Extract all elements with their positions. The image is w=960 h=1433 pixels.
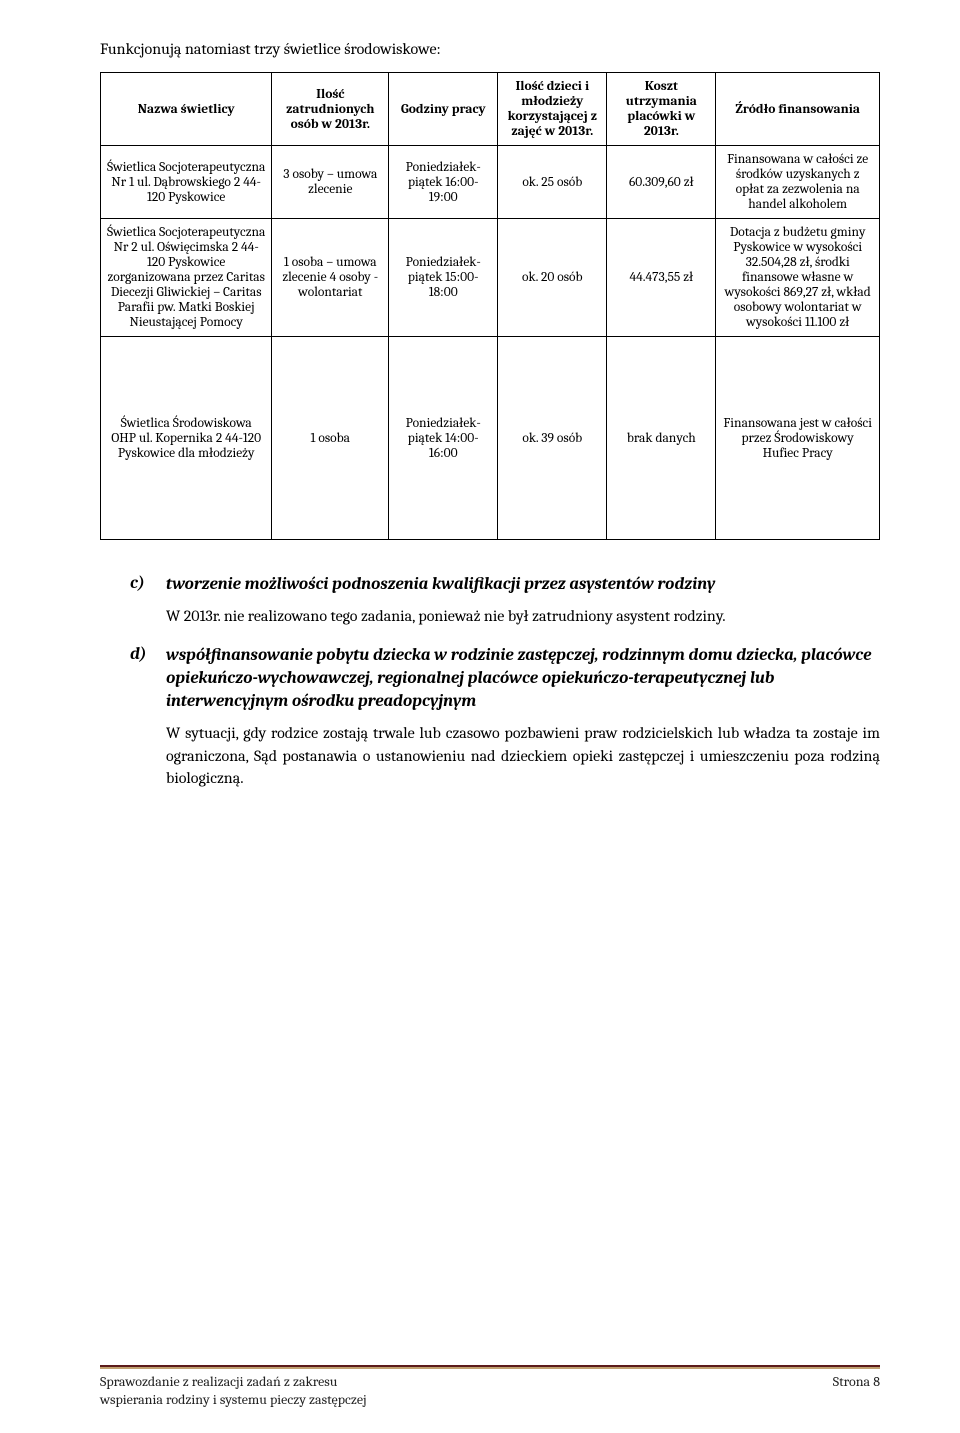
cell-staff: 1 osoba [272, 337, 389, 540]
list-item-title: współfinansowanie pobytu dziecka w rodzi… [166, 645, 880, 714]
cell-name: Świetlica Środowiskowa OHP ul. Kopernika… [101, 337, 272, 540]
cell-kids: ok. 20 osób [498, 219, 607, 337]
th-name: Nazwa świetlicy [101, 73, 272, 146]
cell-cost: 44.473,55 zł [607, 219, 716, 337]
list-item-body: W sytuacji, gdy rodzice zostają trwale l… [166, 722, 880, 789]
th-cost: Koszt utrzymania placówki w 2013r. [607, 73, 716, 146]
footer-left-line1: Sprawozdanie z realizacji zadań z zakres… [100, 1373, 337, 1390]
cell-source: Dotacja z budżetu gminy Pyskowice w wyso… [716, 219, 880, 337]
cell-hours: Poniedziałek-piątek 16:00-19:00 [389, 146, 498, 219]
cell-hours: Poniedziałek-piątek 14:00-16:00 [389, 337, 498, 540]
th-source: Źródło finansowania [716, 73, 880, 146]
list-item-c: c) tworzenie możliwości podnoszenia kwal… [130, 574, 880, 627]
footer-left: Sprawozdanie z realizacji zadań z zakres… [100, 1373, 367, 1409]
footer-right: Strona 8 [833, 1373, 880, 1409]
footer-rule [100, 1365, 880, 1369]
cell-source: Finansowana jest w całości przez Środowi… [716, 337, 880, 540]
cell-source: Finansowana w całości ze środków uzyskan… [716, 146, 880, 219]
cell-cost: 60.309,60 zł [607, 146, 716, 219]
list-marker: c) [130, 574, 145, 593]
list-item-d: d) współfinansowanie pobytu dziecka w ro… [130, 645, 880, 789]
cell-name: Świetlica Socjoterapeutyczna Nr 1 ul. Dą… [101, 146, 272, 219]
table-row: Świetlica Środowiskowa OHP ul. Kopernika… [101, 337, 880, 540]
cell-kids: ok. 39 osób [498, 337, 607, 540]
footer-text: Sprawozdanie z realizacji zadań z zakres… [100, 1373, 880, 1409]
table-row: Świetlica Socjoterapeutyczna Nr 1 ul. Dą… [101, 146, 880, 219]
cell-name: Świetlica Socjoterapeutyczna Nr 2 ul. Oś… [101, 219, 272, 337]
cell-staff: 3 osoby – umowa zlecenie [272, 146, 389, 219]
th-hours: Godziny pracy [389, 73, 498, 146]
list-item-body: W 2013r. nie realizowano tego zadania, p… [166, 605, 880, 627]
table-header-row: Nazwa świetlicy Ilość zatrudnionych osób… [101, 73, 880, 146]
intro-paragraph: Funkcjonują natomiast trzy świetlice śro… [100, 40, 880, 58]
lettered-list: c) tworzenie możliwości podnoszenia kwal… [100, 574, 880, 789]
page: Funkcjonują natomiast trzy świetlice śro… [0, 0, 960, 1433]
cell-staff: 1 osoba – umowa zlecenie 4 osoby - wolon… [272, 219, 389, 337]
cell-hours: Poniedziałek-piątek 15:00-18:00 [389, 219, 498, 337]
facilities-table: Nazwa świetlicy Ilość zatrudnionych osób… [100, 72, 880, 540]
cell-cost: brak danych [607, 337, 716, 540]
table-row: Świetlica Socjoterapeutyczna Nr 2 ul. Oś… [101, 219, 880, 337]
page-footer: Sprawozdanie z realizacji zadań z zakres… [100, 1365, 880, 1409]
th-staff: Ilość zatrudnionych osób w 2013r. [272, 73, 389, 146]
cell-kids: ok. 25 osób [498, 146, 607, 219]
list-marker: d) [130, 645, 147, 664]
footer-left-line2: wspierania rodziny i systemu pieczy zast… [100, 1391, 367, 1408]
list-item-title: tworzenie możliwości podnoszenia kwalifi… [166, 574, 880, 597]
th-kids: Ilość dzieci i młodzieży korzystającej z… [498, 73, 607, 146]
